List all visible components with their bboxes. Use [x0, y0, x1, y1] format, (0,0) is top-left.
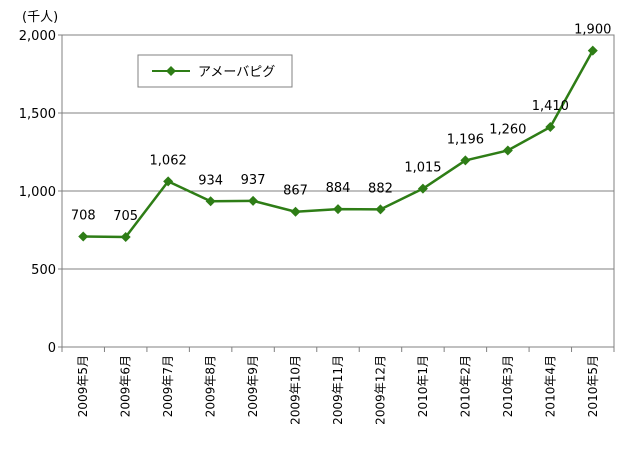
y-axis-unit-label: (千人) — [22, 10, 59, 25]
series-group — [78, 45, 598, 243]
data-point-marker — [545, 122, 556, 133]
x-tick-label: 2010年5月 — [586, 355, 600, 417]
data-point-marker — [375, 204, 386, 215]
y-tick-label: 0 — [48, 341, 56, 356]
y-tick-label: 1,500 — [19, 107, 56, 122]
gridlines — [62, 112, 614, 270]
data-point-marker — [333, 204, 343, 215]
x-tick-label: 2009年10月 — [289, 355, 303, 425]
x-tick-label: 2009年6月 — [119, 355, 133, 417]
data-labels: 708 705 1,062 934 937 867 884 882 1,015 1,196 1,26… — [71, 23, 612, 224]
data-label: 1,062 — [150, 153, 187, 168]
data-label: 1,900 — [574, 23, 611, 38]
x-tick-label: 2010年4月 — [543, 355, 557, 417]
data-label: 1,015 — [404, 161, 441, 176]
data-point-marker — [205, 196, 216, 207]
data-label: 1,196 — [447, 132, 484, 147]
legend-marker — [166, 66, 176, 76]
data-label: 705 — [113, 209, 138, 224]
data-point-marker — [587, 45, 598, 56]
data-label: 937 — [241, 173, 266, 188]
x-tick-label: 2009年7月 — [161, 355, 175, 417]
data-label: 1,260 — [489, 122, 526, 137]
x-tick-label: 2009年11月 — [331, 355, 345, 425]
x-tick-label: 2009年5月 — [76, 355, 90, 417]
data-label: 882 — [368, 181, 393, 196]
data-point-marker — [120, 232, 131, 243]
x-tick-label: 2010年2月 — [458, 355, 472, 417]
data-point-marker — [417, 183, 428, 194]
legend: アメーバピグ — [137, 54, 293, 88]
data-point-marker — [460, 155, 471, 166]
y-tick-label: 1,000 — [19, 185, 56, 200]
data-point-marker — [502, 145, 513, 156]
data-label: 867 — [283, 184, 308, 199]
x-axis: 2009年5月 2009年6月 2009年7月 2009年8月 2009年9月 2009年… — [61, 347, 615, 425]
data-label: 708 — [71, 209, 96, 224]
x-tick-label: 2009年8月 — [204, 355, 218, 417]
data-label: 884 — [326, 181, 351, 196]
x-tick-label: 2010年3月 — [501, 355, 515, 417]
x-tick-label: 2009年12月 — [373, 355, 387, 425]
x-tick-label: 2009年9月 — [246, 355, 260, 417]
data-label: 934 — [198, 173, 223, 188]
data-label: 1,410 — [532, 99, 569, 114]
data-point-marker — [248, 195, 259, 206]
legend-label: アメーバピグ — [198, 65, 275, 80]
data-point-marker — [163, 176, 174, 187]
x-tick-label: 2010年1月 — [416, 355, 430, 417]
data-point-marker — [78, 231, 89, 242]
y-axis: 0 500 1,000 1,500 2,000 — [19, 29, 62, 356]
y-tick-label: 500 — [31, 263, 56, 278]
y-tick-label: 2,000 — [19, 29, 56, 44]
data-point-marker — [290, 206, 301, 217]
